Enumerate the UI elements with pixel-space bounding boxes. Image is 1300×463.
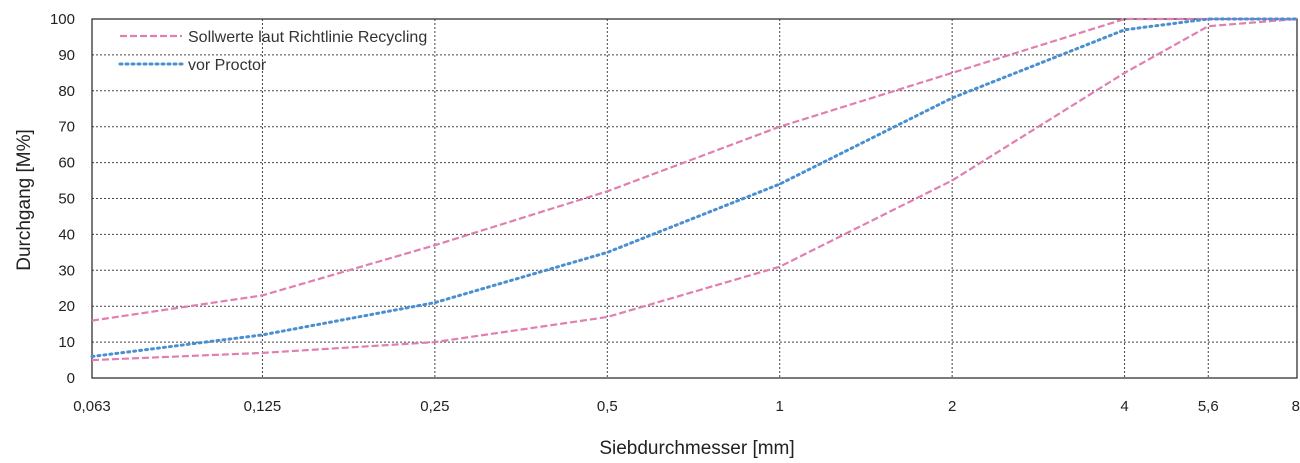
plot-frame [91,18,1298,379]
y-tick-label: 60 [58,155,75,172]
x-tick-label: 5,6 [1198,398,1219,415]
y-axis-title: Durchgang [M%] [14,129,35,271]
x-tick-labels: 0,063 0,125 0,25 0,5 1 2 4 5,6 8 [73,398,1300,415]
x-tick-label: 0,063 [73,398,111,415]
x-tick-label: 4 [1120,398,1128,415]
legend: Sollwerte laut Richtlinie Recycling vor … [118,29,427,74]
legend-label-vor-proctor: vor Proctor [188,57,267,74]
x-tick-label: 0,5 [597,398,618,415]
y-tick-label: 80 [58,83,75,100]
y-tick-label: 90 [58,47,75,64]
series-line-0 [91,17,1297,322]
series-line-2 [90,17,1299,358]
x-tick-label: 0,125 [244,398,282,415]
y-tick-label: 10 [58,334,75,351]
legend-label-sollwerte: Sollwerte laut Richtlinie Recycling [188,29,427,46]
x-axis-title: Siebdurchmesser [mm] [599,438,794,459]
x-tick-label: 8 [1292,398,1300,415]
y-tick-labels: 0 10 20 30 40 50 60 70 80 90 100 [50,11,75,387]
y-tick-label: 100 [50,11,75,28]
y-tick-label: 40 [58,226,75,243]
y-tick-label: 70 [58,119,75,136]
x-tick-label: 1 [776,398,784,415]
series-layer [90,17,1299,362]
x-tick-label: 0,25 [420,398,449,415]
y-tick-label: 30 [58,262,75,279]
y-tick-label: 0 [67,370,75,387]
y-tick-label: 20 [58,298,75,315]
y-tick-label: 50 [58,191,75,208]
x-tick-label: 2 [948,398,956,415]
